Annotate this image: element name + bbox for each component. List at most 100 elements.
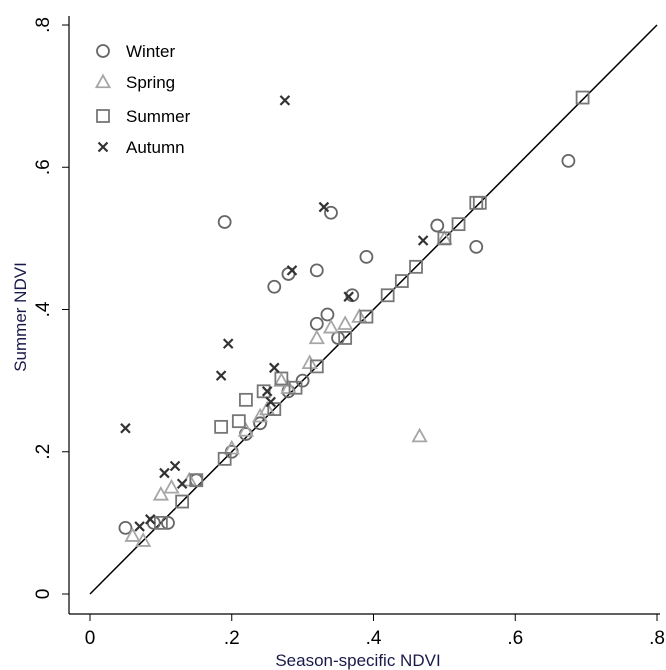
y-tick-label-0: 0 — [33, 589, 54, 600]
point-summer-1 — [175, 494, 190, 509]
point-spring-9 — [301, 354, 318, 370]
point-autumn-8-stroke-b — [261, 386, 273, 397]
axes: 0 .2 .4 .6 .8 0 .2 .4 .6 .8 — [33, 16, 665, 649]
x-tick-label-2: .4 — [366, 628, 382, 649]
point-spring-14 — [411, 427, 428, 443]
point-autumn-15 — [417, 235, 429, 246]
point-summer-3 — [214, 419, 229, 434]
point-autumn-0 — [120, 423, 131, 434]
point-autumn-4-stroke-b — [169, 460, 181, 472]
point-summer-19 — [472, 195, 487, 210]
point-summer-4 — [231, 414, 246, 429]
point-autumn-6-stroke-b — [215, 370, 227, 381]
point-autumn-10-stroke-b — [268, 362, 280, 374]
x-tick-label-3: .6 — [507, 628, 523, 649]
point-summer-6 — [256, 384, 271, 399]
point-winter-10 — [561, 153, 576, 168]
legend-label-winter: Winter — [126, 42, 175, 61]
point-autumn-3 — [159, 467, 170, 479]
point-summer-15 — [437, 231, 452, 246]
point-winter-9 — [469, 240, 484, 254]
y-tick-label-3: .6 — [33, 159, 54, 175]
point-autumn-0-stroke-b — [120, 423, 131, 434]
point-autumn-14-stroke-b — [343, 291, 354, 302]
point-summer-18 — [575, 90, 590, 105]
point-spring-3 — [163, 478, 180, 494]
point-winter-4 — [309, 263, 324, 278]
point-winter-8 — [430, 218, 445, 233]
reference-line — [89, 24, 658, 595]
point-autumn-9-stroke-b — [265, 396, 277, 408]
point-autumn-7 — [222, 338, 234, 349]
point-spring-12 — [337, 315, 354, 330]
legend-marker-summer — [96, 109, 110, 123]
point-winter-5 — [320, 307, 335, 322]
reference-line-group — [89, 24, 658, 595]
point-winter-1 — [217, 215, 232, 229]
point-spring-8 — [280, 379, 297, 394]
point-autumn-3-stroke-b — [159, 467, 170, 479]
point-spring-7 — [251, 407, 269, 423]
point-summer-13 — [394, 274, 409, 288]
point-summer-9 — [309, 359, 324, 374]
x-tick-label-4: .8 — [649, 628, 665, 649]
point-autumn-7-stroke-b — [222, 338, 234, 349]
legend-label-summer: Summer — [126, 107, 191, 126]
legend-label-autumn: Autumn — [126, 138, 185, 157]
point-autumn-4 — [169, 460, 181, 472]
point-summer-16 — [451, 217, 466, 232]
point-winter-7 — [359, 249, 374, 264]
point-summer-2 — [189, 473, 204, 488]
point-spring-11 — [322, 318, 340, 334]
point-autumn-5 — [176, 478, 188, 490]
x-axis-title: Season-specific NDVI — [275, 651, 440, 670]
x-tick-label-1: .2 — [224, 628, 240, 649]
point-autumn-2-stroke-b — [144, 514, 156, 525]
legend-marker-autumn — [97, 141, 109, 153]
point-autumn-11 — [279, 95, 291, 106]
point-spring-6 — [237, 421, 255, 437]
data-marks — [118, 90, 590, 547]
point-autumn-5-stroke-b — [176, 478, 188, 490]
point-autumn-12 — [286, 265, 298, 276]
point-winter-0 — [118, 520, 133, 535]
point-winter-6 — [324, 205, 338, 220]
point-autumn-11-stroke-b — [279, 95, 291, 106]
point-winter-11 — [309, 316, 324, 331]
point-winter-14 — [295, 373, 310, 388]
point-spring-17 — [259, 400, 276, 416]
point-spring-13 — [351, 308, 368, 323]
legend: Winter Spring Summer Autumn — [94, 42, 191, 157]
point-summer-14 — [409, 259, 423, 274]
point-autumn-13-stroke-b — [318, 201, 330, 213]
point-spring-5 — [223, 439, 240, 455]
point-summer-10 — [338, 331, 353, 345]
point-autumn-14 — [343, 291, 354, 302]
legend-marker-winter — [96, 44, 110, 58]
point-autumn-1-stroke-b — [134, 521, 145, 532]
point-summer-20 — [217, 451, 232, 466]
point-spring-1 — [135, 532, 152, 547]
point-autumn-9 — [265, 396, 277, 408]
point-spring-2 — [152, 485, 170, 501]
point-autumn-13 — [318, 201, 330, 213]
legend-marker-spring — [94, 73, 112, 89]
legend-marker-autumn-stroke-b — [97, 141, 109, 153]
y-axis-title: Summer NDVI — [11, 262, 30, 372]
point-spring-16 — [273, 372, 290, 387]
point-autumn-2 — [144, 514, 156, 525]
y-tick-label-2: .4 — [33, 301, 54, 317]
point-autumn-8 — [261, 386, 273, 397]
point-summer-21 — [267, 402, 282, 416]
point-winter-13 — [331, 331, 345, 345]
point-autumn-10 — [268, 362, 280, 374]
legend-label-spring: Spring — [126, 73, 175, 92]
point-autumn-6 — [215, 370, 227, 381]
point-summer-5 — [239, 392, 253, 407]
point-summer-11 — [359, 309, 374, 324]
point-autumn-15-stroke-b — [417, 235, 429, 246]
point-winter-2 — [267, 279, 282, 294]
point-autumn-12-stroke-b — [286, 265, 298, 276]
point-winter-15 — [253, 416, 268, 431]
